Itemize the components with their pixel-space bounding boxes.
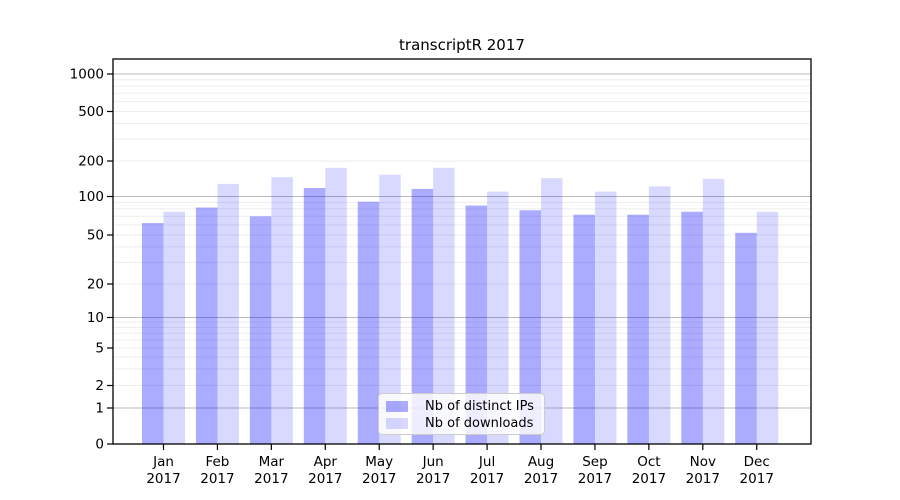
legend-swatch-downloads bbox=[386, 417, 408, 429]
y-tick-label: 0 bbox=[95, 437, 104, 453]
plot-frame bbox=[112, 58, 812, 445]
x-tick-label-year: 2017 bbox=[308, 471, 342, 487]
x-tick-label-year: 2017 bbox=[632, 471, 666, 487]
bar-downloads-aug bbox=[541, 178, 563, 444]
x-tick-label-year: 2017 bbox=[524, 471, 558, 487]
bar-distinct-ips-oct bbox=[627, 214, 649, 444]
bar-downloads-apr bbox=[325, 167, 347, 444]
legend: Nb of distinct IPs Nb of downloads bbox=[378, 393, 545, 435]
x-tick-label-month: Mar bbox=[259, 454, 285, 470]
x-tick-label-month: Apr bbox=[314, 454, 338, 470]
legend-entry-downloads: Nb of downloads bbox=[386, 415, 544, 431]
bar-downloads-may bbox=[379, 174, 401, 445]
x-tick-label-year: 2017 bbox=[416, 471, 450, 487]
y-tick-label: 200 bbox=[78, 154, 104, 170]
y-tick-label: 500 bbox=[78, 104, 104, 120]
y-tick-label: 50 bbox=[87, 228, 104, 244]
bar-downloads-mar bbox=[271, 177, 293, 445]
bar-downloads-oct bbox=[648, 186, 671, 444]
legend-swatch-distinct-ips bbox=[386, 400, 408, 412]
x-tick-label-month: Nov bbox=[690, 454, 716, 470]
x-tick-label-month: May bbox=[365, 454, 393, 470]
x-tick-label-month: Sep bbox=[582, 454, 607, 470]
x-tick-label-month: Jan bbox=[152, 454, 174, 470]
y-tick-label: 10 bbox=[87, 310, 104, 326]
x-tick-label-year: 2017 bbox=[200, 471, 234, 487]
bar-downloads-jan bbox=[163, 211, 185, 444]
bar-distinct-ips-jul bbox=[465, 205, 488, 444]
x-tick-label-month: Jul bbox=[478, 454, 495, 470]
x-tick-label-year: 2017 bbox=[146, 471, 180, 487]
x-tick-label-month: Oct bbox=[637, 454, 660, 470]
legend-label-distinct-ips: Nb of distinct IPs bbox=[425, 398, 534, 414]
bar-distinct-ips-dec bbox=[735, 232, 757, 444]
bar-distinct-ips-sep bbox=[573, 214, 595, 444]
x-tick-label-month: Aug bbox=[528, 454, 554, 470]
y-tick-label: 2 bbox=[95, 378, 104, 394]
bar-downloads-nov bbox=[702, 178, 725, 444]
y-tick-label: 20 bbox=[87, 277, 104, 293]
bar-distinct-ips-jan bbox=[142, 223, 164, 444]
x-tick-label-year: 2017 bbox=[686, 471, 720, 487]
y-tick-label: 1000 bbox=[70, 67, 104, 83]
x-tick-label-year: 2017 bbox=[254, 471, 288, 487]
bar-distinct-ips-mar bbox=[249, 216, 272, 444]
legend-label-downloads: Nb of downloads bbox=[425, 415, 534, 431]
x-tick-label-year: 2017 bbox=[470, 471, 504, 487]
y-tick-label: 5 bbox=[95, 341, 104, 357]
bar-downloads-jul bbox=[487, 191, 509, 444]
x-tick-label-year: 2017 bbox=[362, 471, 396, 487]
x-tick-label-month: Jun bbox=[422, 454, 444, 470]
y-tick-label: 100 bbox=[78, 189, 104, 205]
bar-downloads-dec bbox=[756, 211, 779, 444]
chart-title: transcriptR 2017 bbox=[399, 36, 525, 54]
bar-distinct-ips-apr bbox=[303, 188, 326, 444]
x-tick-label-year: 2017 bbox=[578, 471, 612, 487]
bar-downloads-sep bbox=[594, 191, 617, 444]
x-tick-label-year: 2017 bbox=[740, 471, 774, 487]
bar-distinct-ips-aug bbox=[519, 210, 542, 444]
bar-distinct-ips-jun bbox=[411, 188, 434, 444]
x-tick-label-month: Feb bbox=[205, 454, 229, 470]
legend-entry-distinct-ips: Nb of distinct IPs bbox=[386, 398, 544, 414]
bar-downloads-jun bbox=[433, 167, 455, 444]
bar-downloads-feb bbox=[217, 183, 239, 445]
bar-distinct-ips-nov bbox=[681, 211, 703, 444]
x-tick-label-month: Dec bbox=[744, 454, 770, 470]
bar-distinct-ips-feb bbox=[195, 207, 218, 444]
y-tick-label: 1 bbox=[95, 401, 104, 417]
bar-distinct-ips-may bbox=[357, 201, 380, 444]
